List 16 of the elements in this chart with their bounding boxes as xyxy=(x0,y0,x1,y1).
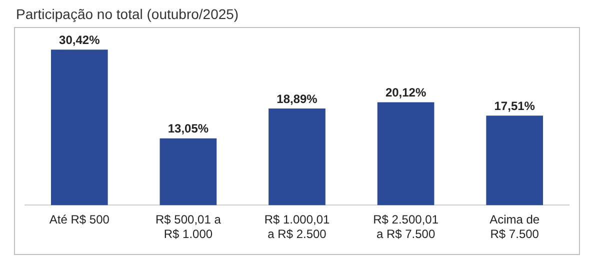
data-label: 18,89% xyxy=(276,92,318,106)
data-label: 13,05% xyxy=(168,122,209,136)
data-label: 30,42% xyxy=(59,32,100,47)
bar xyxy=(160,138,217,206)
bar xyxy=(268,108,326,206)
data-label: 20,12% xyxy=(385,86,426,100)
bar xyxy=(486,116,544,206)
x-tick-label: R$ 500,01 a R$ 1.000 xyxy=(156,212,222,242)
data-label: 17,51% xyxy=(494,98,536,113)
bar xyxy=(377,102,434,206)
x-tick-label: R$ 1.000,01 a R$ 2.500 xyxy=(264,212,330,242)
x-tick-label: R$ 2.500,01 a R$ 7.500 xyxy=(373,212,439,242)
x-tick-label: Acima de R$ 7.500 xyxy=(490,212,540,242)
bar xyxy=(50,50,108,206)
chart-title: Participação no total (outubro/2025) xyxy=(16,6,239,22)
x-tick-label: Até R$ 500 xyxy=(49,212,110,227)
